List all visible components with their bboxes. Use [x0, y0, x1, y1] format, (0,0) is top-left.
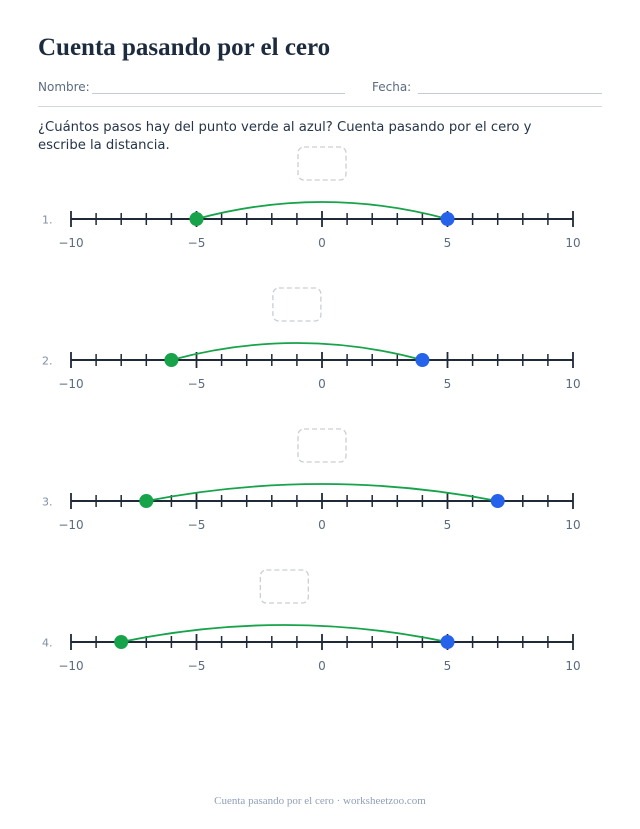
number-line-problems: 1. −10 −5 0 5 10 2. −10 −5 0 5 10 3. −10 −5 0 5 10 4. −10 −5…	[42, 146, 581, 673]
problem-number: 4.	[42, 637, 53, 650]
date-field[interactable]	[418, 93, 602, 94]
instructions: ¿Cuántos pasos hay del punto verde al az…	[38, 120, 532, 153]
footer: Cuenta pasando por el cero · worksheetzo…	[214, 795, 426, 807]
header-divider	[38, 106, 602, 107]
date-label: Fecha:	[372, 80, 412, 94]
end-point	[440, 635, 455, 649]
tick-label: 0	[318, 236, 326, 250]
tick-label: −10	[58, 518, 83, 532]
start-point	[139, 494, 154, 508]
answer-box[interactable]	[297, 146, 347, 181]
jump-arc	[146, 483, 498, 502]
name-field[interactable]	[92, 93, 345, 94]
tick-label: −10	[58, 377, 83, 391]
end-point	[415, 353, 430, 367]
tick-label: 5	[444, 518, 452, 532]
end-point	[490, 494, 505, 508]
tick-label: 10	[565, 659, 580, 673]
worksheet-title: Cuenta pasando por el cero	[38, 34, 331, 61]
start-point	[189, 212, 204, 226]
end-point	[440, 212, 455, 226]
tick-label: −10	[58, 659, 83, 673]
tick-label: −5	[188, 659, 206, 673]
tick-label: −10	[58, 236, 83, 250]
answer-box[interactable]	[272, 287, 322, 322]
answer-box[interactable]	[259, 569, 310, 604]
tick-label: 10	[565, 236, 580, 250]
tick-label: 5	[444, 377, 452, 391]
jump-arc	[121, 624, 448, 643]
name-label: Nombre:	[38, 80, 90, 94]
problem-number: 2.	[42, 355, 53, 368]
problem-number: 3.	[42, 496, 53, 509]
tick-label: −5	[188, 377, 206, 391]
tick-label: 5	[444, 659, 452, 673]
problem-number: 1.	[42, 214, 53, 227]
jump-arc	[196, 201, 448, 220]
answer-box[interactable]	[297, 428, 347, 463]
start-point	[114, 635, 129, 649]
tick-label: 10	[565, 377, 580, 391]
jump-arc	[171, 342, 423, 361]
tick-label: 0	[318, 377, 326, 391]
tick-label: −5	[188, 518, 206, 532]
tick-label: 0	[318, 518, 326, 532]
tick-label: 5	[444, 236, 452, 250]
start-point	[164, 353, 179, 367]
tick-label: −5	[188, 236, 206, 250]
tick-label: 10	[565, 518, 580, 532]
tick-label: 0	[318, 659, 326, 673]
